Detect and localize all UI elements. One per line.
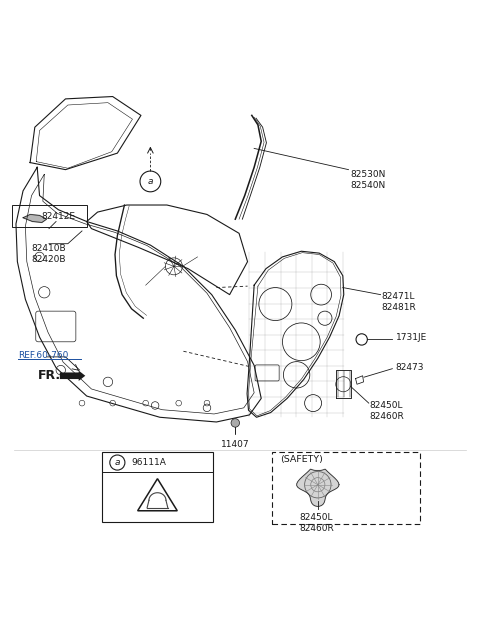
FancyBboxPatch shape <box>12 206 87 227</box>
Text: (SAFETY): (SAFETY) <box>280 455 323 464</box>
Text: 82450L
82460R: 82450L 82460R <box>299 513 334 533</box>
Text: a: a <box>148 177 153 186</box>
Polygon shape <box>297 469 339 507</box>
Text: 11407: 11407 <box>221 440 250 449</box>
Text: 82410B
82420B: 82410B 82420B <box>32 244 66 264</box>
Text: 82412E: 82412E <box>41 212 75 221</box>
Text: 82473: 82473 <box>396 363 424 372</box>
Text: 1731JE: 1731JE <box>396 332 427 342</box>
Text: a: a <box>115 458 120 467</box>
Polygon shape <box>23 214 47 223</box>
Text: 82450L
82460R: 82450L 82460R <box>370 401 405 421</box>
FancyArrow shape <box>60 371 85 381</box>
Text: 82471L
82481R: 82471L 82481R <box>382 292 416 312</box>
Text: 96111A: 96111A <box>132 458 167 467</box>
Text: FR.: FR. <box>38 369 61 382</box>
Text: REF.60-760: REF.60-760 <box>18 352 69 361</box>
Text: 82530N
82540N: 82530N 82540N <box>351 170 386 190</box>
Circle shape <box>231 419 240 427</box>
